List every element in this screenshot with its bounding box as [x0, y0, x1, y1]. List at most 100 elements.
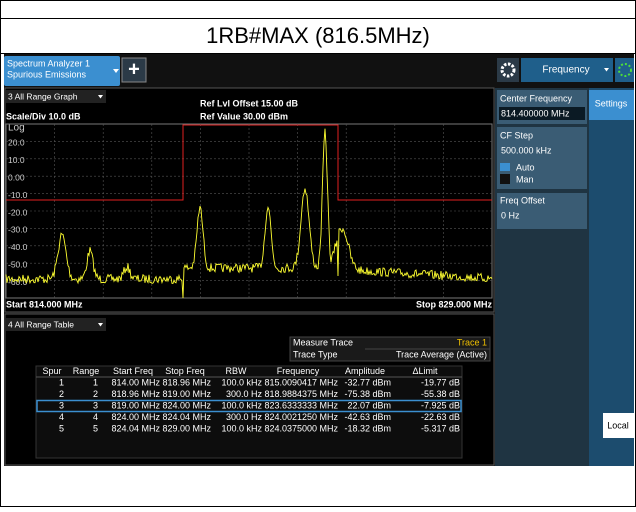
local-label: Local	[607, 420, 629, 430]
tab-line: Spurious Emissions	[7, 69, 87, 79]
cell: 823.6333333 MHz	[264, 400, 338, 410]
ref-value: Ref Value 30.00 dBm	[200, 111, 288, 121]
start-freq: Start 814.000 MHz	[6, 299, 83, 309]
y-label: -20.0	[8, 207, 28, 217]
column-header: Frequency	[277, 366, 320, 376]
add-label: +	[128, 58, 140, 80]
y-label: 0.00	[8, 172, 25, 182]
cell: 818.96 MHz	[111, 389, 160, 399]
cell: 100.0 kHz	[221, 423, 262, 433]
cell: 818.96 MHz	[162, 377, 211, 387]
column-header: RBW	[226, 366, 248, 376]
busy-icon	[618, 63, 632, 77]
busy-button[interactable]	[615, 58, 634, 82]
cell: 3	[59, 400, 64, 410]
option: Man	[516, 174, 534, 184]
caret	[98, 95, 103, 99]
cell: 829.00 MHz	[162, 423, 211, 433]
window-select[interactable]	[6, 318, 106, 331]
cell: 5	[93, 423, 98, 433]
caret	[98, 323, 103, 327]
cell: 100.0 kHz	[221, 400, 262, 410]
cell: 5	[59, 423, 64, 433]
title: 1RB#MAX (816.5MHz)	[206, 23, 430, 48]
y-label: -30.0	[8, 225, 28, 235]
control-label: Freq Offset	[500, 195, 545, 205]
window-select[interactable]	[6, 90, 106, 103]
gear	[500, 62, 516, 78]
gear-button[interactable]	[497, 58, 519, 82]
cell: 2	[59, 389, 64, 399]
scale-type: Log	[8, 123, 25, 134]
cell: 824.0021250 MHz	[264, 412, 338, 422]
cell: 300.0 Hz	[226, 412, 263, 422]
ref-offset: Ref Lvl Offset 15.00 dB	[200, 98, 299, 108]
cell: 2	[93, 389, 98, 399]
cell: 3	[93, 400, 98, 410]
cell: 819.00 MHz	[162, 389, 211, 399]
indicator	[500, 174, 510, 184]
control-value: 814.400000 MHz	[501, 108, 570, 118]
caret	[604, 68, 609, 72]
cell: -18.32 dBm	[344, 423, 391, 433]
value-field	[499, 107, 585, 120]
cell: -42.63 dBm	[344, 412, 391, 422]
option: Auto	[516, 162, 535, 172]
y-label: 20.0	[8, 138, 25, 148]
info-label: Trace Type	[293, 349, 338, 359]
y-label: -40.0	[8, 242, 28, 252]
column-header: Stop Freq	[165, 366, 205, 376]
cell: 100.0 kHz	[221, 377, 262, 387]
cell: 814.00 MHz	[111, 377, 160, 387]
info-label: Measure Trace	[293, 337, 353, 347]
y-label: 10.0	[8, 155, 25, 165]
caret	[113, 69, 119, 73]
cell: 1	[93, 377, 98, 387]
cell: 824.00 MHz	[162, 400, 211, 410]
scale: Scale/Div 10.0 dB	[6, 111, 81, 121]
info-value: Trace Average (Active)	[396, 349, 487, 359]
cell: -32.77 dBm	[344, 377, 391, 387]
window-label: 4 All Range Table	[8, 319, 74, 329]
column-header: Amplitude	[345, 366, 385, 376]
control-label: Center Frequency	[500, 93, 573, 103]
menu-label: Frequency	[542, 65, 589, 76]
cell: -5.317 dB	[421, 423, 460, 433]
y-label: -10.0	[8, 190, 28, 200]
offset-control[interactable]	[497, 193, 587, 229]
info-value: Trace 1	[457, 337, 487, 347]
cell: 4	[59, 412, 64, 422]
control-value: 0 Hz	[501, 210, 520, 220]
cell: -7.925 dB	[421, 400, 460, 410]
cell: -55.38 dB	[421, 389, 460, 399]
settings-tab[interactable]	[589, 90, 634, 120]
limit-line	[6, 124, 492, 201]
column-header: Range	[73, 366, 100, 376]
column-header: Spur	[42, 366, 61, 376]
cell: 300.0 Hz	[226, 389, 263, 399]
cell: 824.04 MHz	[111, 423, 160, 433]
local-button[interactable]	[603, 413, 634, 438]
cell: 824.00 MHz	[111, 412, 160, 422]
tab-line: Spectrum Analyzer 1	[7, 58, 90, 68]
step-control[interactable]	[497, 127, 587, 189]
window-label: 3 All Range Graph	[8, 91, 78, 101]
cell: 4	[93, 412, 98, 422]
control-label: CF Step	[500, 130, 533, 140]
tab[interactable]	[4, 56, 120, 86]
y-label: -50.0	[8, 259, 28, 269]
indicator	[500, 163, 510, 171]
menu-tab[interactable]	[521, 58, 613, 82]
cell: 815.0090417 MHz	[264, 377, 338, 387]
add-button[interactable]	[121, 57, 147, 83]
cell: 22.07 dBm	[347, 400, 391, 410]
cell: -75.38 dBm	[344, 389, 391, 399]
cell: 819.00 MHz	[111, 400, 160, 410]
column-header: Start Freq	[113, 366, 153, 376]
cell: 824.0375000 MHz	[264, 423, 338, 433]
cell: -19.77 dB	[421, 377, 460, 387]
cell: 1	[59, 377, 64, 387]
settings-column	[589, 88, 634, 466]
stop-freq: Stop 829.000 MHz	[416, 299, 493, 309]
control-value: 500.000 kHz	[501, 145, 552, 155]
